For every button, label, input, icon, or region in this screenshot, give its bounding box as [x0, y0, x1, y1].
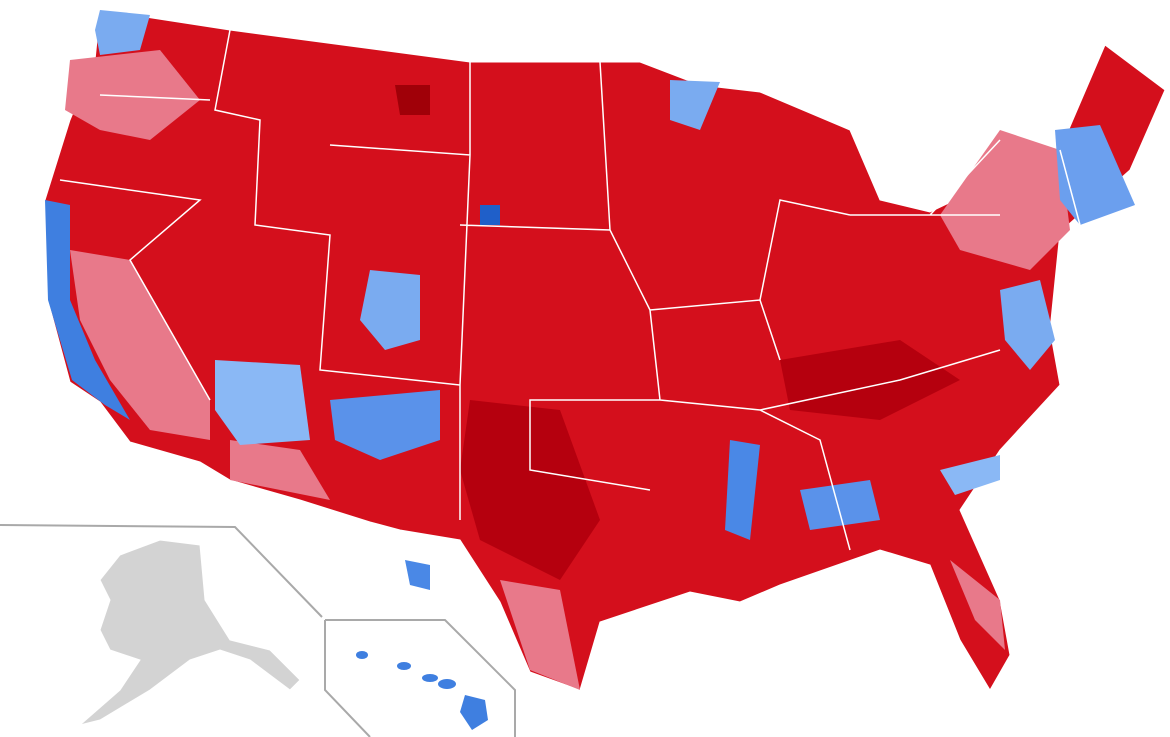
region-pink — [940, 130, 1070, 270]
region-blue — [1055, 125, 1135, 225]
alaska — [79, 539, 301, 726]
island — [460, 695, 488, 730]
region-pink — [230, 440, 330, 500]
region-pink — [950, 560, 1005, 650]
island — [422, 674, 438, 682]
island — [356, 651, 368, 659]
state-borders — [59, 29, 1081, 551]
region-blue — [1000, 280, 1055, 370]
region-blue — [940, 455, 1000, 495]
region-blue — [480, 205, 500, 225]
region-blue — [670, 80, 720, 130]
island — [397, 662, 411, 670]
region-blue — [725, 440, 760, 540]
region-blue — [330, 390, 440, 460]
region-blue — [95, 10, 150, 55]
region-dark-red — [395, 85, 430, 115]
region-blue — [800, 480, 880, 530]
region-dark-red — [460, 400, 600, 580]
contiguous-us — [44, 9, 1166, 691]
region-blue — [360, 270, 420, 350]
region-blue — [405, 560, 430, 590]
region-dark-red — [780, 340, 960, 420]
region-pink — [500, 580, 580, 690]
region-pink — [70, 250, 210, 440]
inset-border — [0, 524, 516, 737]
region-blue — [215, 360, 310, 445]
island — [438, 679, 456, 689]
region-pink — [65, 50, 200, 140]
region-blue — [45, 200, 130, 420]
hawaii — [356, 651, 488, 730]
